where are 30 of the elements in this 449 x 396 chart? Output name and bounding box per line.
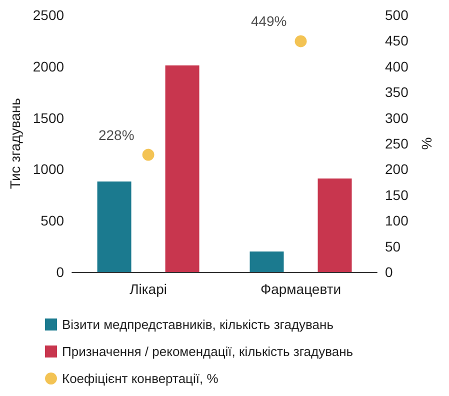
legend-label: Візити медпредставників, кількість згадувань	[62, 317, 334, 332]
y2-tick-label: 300	[385, 110, 409, 126]
bar	[165, 65, 200, 272]
bar	[250, 251, 284, 272]
legend-label: Коефіцієнт конвертації, %	[62, 371, 219, 386]
y2-tick-label: 50	[385, 238, 401, 254]
y-tick-label: 0	[56, 264, 64, 280]
y2-tick-label: 400	[385, 58, 409, 74]
y-tick-label: 2000	[32, 58, 64, 74]
bar	[97, 182, 132, 272]
y-tick-label: 1000	[32, 161, 64, 178]
y-tick-label: 1500	[32, 110, 64, 126]
y2-tick-label: 150	[385, 186, 409, 203]
y-tick-label: 500	[40, 212, 64, 229]
y2-tick-label: 350	[385, 84, 409, 100]
y2-tick-label: 0	[385, 264, 393, 280]
y2-tick-label: 200	[385, 161, 409, 178]
y2-axis-title: %	[418, 137, 434, 150]
legend-label: Призначення / рекомендації, кількість згадувань	[62, 344, 354, 359]
data-label: 228%	[98, 126, 134, 143]
data-label: 449%	[250, 13, 287, 30]
x-tick-label: Фармацевти	[260, 281, 342, 297]
y2-tick-label: 250	[385, 136, 409, 152]
y-axis-title: Тис згадувань	[7, 98, 23, 189]
y-tick-label: 2500	[32, 7, 64, 23]
y2-tick-label: 500	[385, 7, 409, 23]
y2-tick-label: 100	[385, 212, 409, 229]
x-tick-label: Лікарі	[130, 281, 167, 297]
y2-tick-label: 450	[385, 32, 409, 49]
bar	[318, 178, 352, 272]
